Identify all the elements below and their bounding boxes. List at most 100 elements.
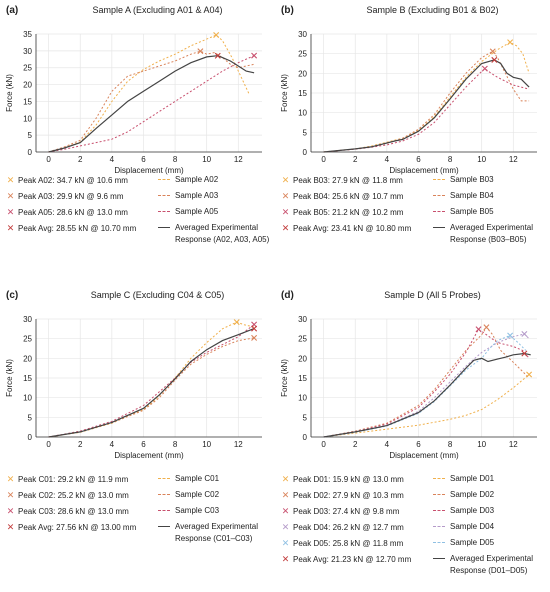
- chart-plot: 0 2 4 6 8 10 12 0 5 10 15 20 25 30 Displacement (mm) Fo…: [5, 315, 262, 460]
- legend: ✕ Peak A02: 34.7 kN @ 10.6 mm ✕ Peak A03: 2…: [6, 174, 276, 274]
- panel-d: (d) Sample D (All 5 Probes) 0 2 4 6 8 10 12 0 5 1…: [275, 285, 550, 592]
- legend-line-swatch: [433, 494, 445, 496]
- legend-series-entry: Sample B05: [433, 206, 494, 218]
- legend: ✕ Peak B03: 27.9 kN @ 11.8 mm ✕ Peak B04: 2…: [281, 174, 550, 274]
- peak-x-icon: ✕: [281, 522, 290, 532]
- legend-series-label: Averaged Experimental Response (D01–D05): [450, 554, 534, 575]
- peak-x-icon: ✕: [281, 191, 290, 201]
- series-line: [323, 334, 527, 438]
- series-line: [48, 324, 255, 438]
- series-line: [323, 67, 530, 153]
- series-line: [323, 328, 530, 438]
- chart-plot: 0 2 4 6 8 10 12 0 5 10 15 20 25 30 Displacement (mm) Fo…: [280, 315, 537, 460]
- legend-peak-label: Peak Avg: 27.56 kN @ 13.00 mm: [18, 523, 137, 532]
- y-tick-label: 5: [303, 128, 308, 137]
- legend-peak-label: Peak B03: 27.9 kN @ 11.8 mm: [293, 176, 403, 185]
- legend-peak-entry: ✕ Peak D04: 26.2 kN @ 12.7 mm: [281, 521, 404, 534]
- legend-series-label: Sample A03: [175, 191, 219, 200]
- x-tick-label: 8: [448, 440, 453, 449]
- peak-marker: [521, 330, 528, 337]
- x-axis-label: Displacement (mm): [114, 451, 184, 460]
- legend-series-entry: Sample A02: [158, 174, 218, 186]
- legend-peak-label: Peak Avg: 23.41 kN @ 10.80 mm: [293, 224, 412, 233]
- legend-line-swatch: [433, 558, 445, 560]
- legend-line-swatch: [433, 542, 445, 544]
- y-tick-label: 25: [23, 64, 32, 73]
- x-tick-label: 10: [202, 440, 211, 449]
- peak-x-icon: ✕: [281, 538, 290, 548]
- x-tick-label: 12: [234, 440, 243, 449]
- legend-series-label: Sample C03: [175, 506, 220, 515]
- panel-label: (a): [6, 5, 19, 16]
- chart-title: Sample C (Excluding C04 & C05): [90, 290, 225, 300]
- peak-x-icon: ✕: [281, 474, 290, 484]
- series-line: [323, 374, 530, 438]
- peak-marker: [233, 319, 240, 326]
- series-line: [48, 328, 255, 438]
- y-tick-label: 30: [23, 47, 32, 56]
- y-tick-label: 10: [23, 394, 32, 403]
- legend-peak-entry: ✕ Peak C03: 28.6 kN @ 13.0 mm: [6, 505, 129, 518]
- legend-peak-label: Peak A05: 28.6 kN @ 13.0 mm: [18, 208, 128, 217]
- chart-title: Sample A (Excluding A01 & A04): [92, 5, 223, 15]
- legend-series-label: Sample C02: [175, 490, 220, 499]
- x-tick-label: 12: [509, 155, 518, 164]
- legend-series-label: Averaged Experimental Response (A02, A03,…: [175, 223, 270, 244]
- x-tick-label: 10: [202, 155, 211, 164]
- legend-line-swatch: [433, 211, 445, 213]
- peak-marker: [251, 52, 258, 59]
- x-tick-label: 8: [173, 440, 178, 449]
- legend-line-swatch: [433, 478, 445, 480]
- legend-peak-label: Peak B04: 25.6 kN @ 10.7 mm: [293, 192, 404, 201]
- peak-x-icon: ✕: [6, 522, 15, 532]
- x-tick-label: 4: [385, 155, 390, 164]
- chart-title: Sample B (Excluding B01 & B02): [366, 5, 499, 15]
- y-tick-label: 0: [28, 433, 33, 442]
- legend-peak-label: Peak Avg: 21.23 kN @ 12.70 mm: [293, 555, 412, 564]
- y-tick-label: 30: [298, 30, 307, 39]
- series-line: [323, 352, 531, 438]
- peak-marker: [491, 56, 498, 63]
- panel-b: (b) Sample B (Excluding B01 & B02) 0 2 4 6 8…: [275, 0, 550, 275]
- legend-series-entry: Sample D03: [433, 505, 494, 517]
- peak-x-icon: ✕: [281, 554, 290, 564]
- y-tick-label: 20: [23, 81, 32, 90]
- peak-marker: [197, 48, 204, 55]
- legend-peak-entry: ✕ Peak B05: 21.2 kN @ 10.2 mm: [281, 206, 404, 219]
- legend-series-entry: Sample C01: [158, 473, 219, 485]
- x-tick-label: 2: [353, 440, 358, 449]
- legend-series-label: Averaged Experimental Response (C01–C03): [175, 522, 259, 543]
- chart-title: Sample D (All 5 Probes): [384, 290, 481, 300]
- legend-peak-entry: ✕ Peak A02: 34.7 kN @ 10.6 mm: [6, 174, 128, 187]
- legend-peak-label: Peak A03: 29.9 kN @ 9.6 mm: [18, 192, 124, 201]
- legend-peak-entry: ✕ Peak Avg: 28.55 kN @ 10.70 mm: [6, 222, 137, 235]
- legend-peak-entry: ✕ Peak D02: 27.9 kN @ 10.3 mm: [281, 489, 404, 502]
- peak-x-icon: ✕: [281, 506, 290, 516]
- legend-series-label: Sample B03: [450, 175, 494, 184]
- legend-series-entry: Sample D02: [433, 489, 494, 501]
- peak-marker: [251, 325, 258, 332]
- y-tick-label: 10: [298, 394, 307, 403]
- legend-series-entry: Sample D05: [433, 537, 494, 549]
- legend-peak-entry: ✕ Peak B03: 27.9 kN @ 11.8 mm: [281, 174, 403, 187]
- peak-marker: [526, 371, 533, 378]
- peak-marker: [489, 48, 496, 55]
- legend-peak-entry: ✕ Peak A05: 28.6 kN @ 13.0 mm: [6, 206, 128, 219]
- legend-line-swatch: [158, 494, 170, 496]
- y-tick-label: 5: [303, 413, 308, 422]
- y-tick-label: 5: [28, 413, 33, 422]
- x-tick-label: 6: [141, 155, 146, 164]
- peak-marker: [481, 65, 488, 72]
- y-tick-label: 25: [298, 335, 307, 344]
- peak-x-icon: ✕: [281, 223, 290, 233]
- y-tick-label: 15: [23, 374, 32, 383]
- peak-x-icon: ✕: [281, 175, 290, 185]
- peak-marker: [251, 334, 258, 341]
- x-tick-label: 0: [46, 155, 51, 164]
- y-tick-label: 20: [298, 354, 307, 363]
- y-axis-label: Force (kN): [5, 359, 14, 397]
- legend-line-swatch: [158, 227, 170, 229]
- series-line: [48, 34, 250, 153]
- x-tick-label: 8: [173, 155, 178, 164]
- legend-series-entry: Sample A03: [158, 190, 218, 202]
